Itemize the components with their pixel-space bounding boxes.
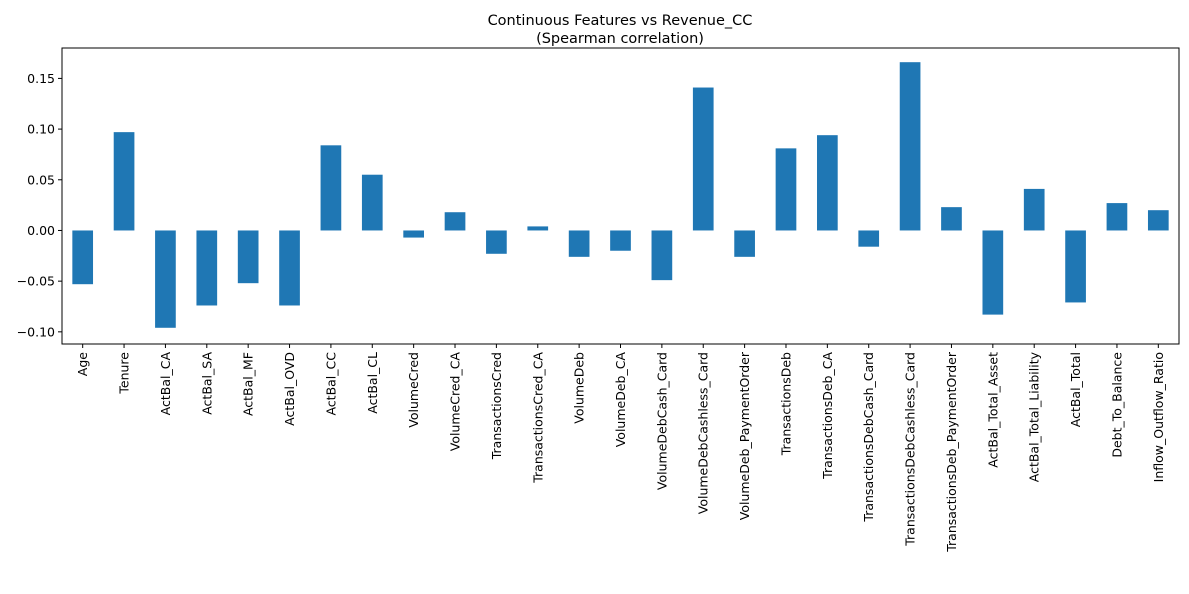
bar-age xyxy=(72,230,94,285)
x-tick-label: ActBal_Total xyxy=(1068,352,1083,427)
x-tick-label: VolumeDeb xyxy=(572,352,587,424)
bar-transactionsdebcash-card xyxy=(858,230,880,247)
bar-actbal-cc xyxy=(320,145,342,231)
x-tick-label: ActBal_CA xyxy=(158,352,173,416)
bar-transactionscred xyxy=(486,230,507,254)
x-tick-label: Debt_To_Balance xyxy=(1109,352,1124,458)
y-tick-label: 0.05 xyxy=(27,172,55,187)
x-tick-label: Tenure xyxy=(117,352,132,395)
x-tick-label: VolumeDebCashless_Card xyxy=(696,352,711,514)
x-tick-label: ActBal_OVD xyxy=(282,352,297,426)
bar-actbal-ca xyxy=(155,230,176,328)
bar-actbal-total-asset xyxy=(982,230,1004,315)
bar-volumecred-ca xyxy=(444,212,466,231)
bars xyxy=(72,62,1169,328)
x-tick-label: TransactionsDeb xyxy=(778,352,793,456)
y-tick-label: 0.15 xyxy=(27,71,55,86)
bar-transactionsdeb-ca xyxy=(817,135,838,231)
plot-frame xyxy=(61,47,1180,345)
bar-volumedeb-ca xyxy=(610,230,631,251)
bar-volumecred xyxy=(403,230,424,238)
bar-actbal-total xyxy=(1065,230,1086,303)
x-tick-label: TransactionsDebCashless_Card xyxy=(903,352,918,547)
y-tick-label: 0.00 xyxy=(27,223,55,238)
chart-title: Continuous Features vs Revenue_CC xyxy=(488,13,753,29)
bar-transactionsdeb-paymentorder xyxy=(941,207,962,231)
y-tick-label: 0.10 xyxy=(27,122,55,137)
bar-tenure xyxy=(113,132,135,231)
x-tick-label: VolumeDebCash_Card xyxy=(654,352,669,490)
chart-subtitle: (Spearman correlation) xyxy=(536,31,704,47)
x-tick-label: VolumeDeb_CA xyxy=(613,352,628,448)
x-axis: Age Tenure ActBal_CA ActBal_SA ActBal_MF ActB… xyxy=(75,344,1166,553)
bar-actbal-total-liability xyxy=(1023,188,1045,231)
x-tick-label: TransactionsDeb_PaymentOrder xyxy=(944,351,959,553)
bar-volumedeb-paymentorder xyxy=(734,230,755,257)
x-tick-label: ActBal_CL xyxy=(365,352,380,414)
bar-actbal-sa xyxy=(196,230,218,306)
x-tick-label: VolumeCred_CA xyxy=(448,352,463,452)
bar-volumedebcash-card xyxy=(651,230,673,281)
x-tick-label: TransactionsDebCash_Card xyxy=(861,352,876,523)
bar-volumedebcashless-card xyxy=(692,87,714,231)
bar-transactionsdeb xyxy=(775,148,797,231)
y-tick-label: −0.10 xyxy=(17,324,55,339)
x-tick-label: ActBal_Total_Liability xyxy=(1027,351,1042,482)
bar-transactionscred-ca xyxy=(527,226,549,231)
x-tick-label: TransactionsDeb_CA xyxy=(820,352,835,480)
x-tick-label: ActBal_CC xyxy=(323,352,338,416)
bar-transactionsdebcashless-card xyxy=(899,62,921,231)
x-tick-label: VolumeDeb_PaymentOrder xyxy=(737,351,752,520)
y-axis: −0.10 −0.05 0.00 0.05 0.10 0.15 xyxy=(17,71,62,339)
x-tick-label: TransactionsCred_CA xyxy=(530,352,545,484)
bar-actbal-ovd xyxy=(279,230,300,306)
bar-actbal-cl xyxy=(361,174,383,231)
x-tick-label: Inflow_Outflow_Ratio xyxy=(1151,352,1166,482)
x-tick-label: Age xyxy=(75,352,90,376)
bar-volumedeb xyxy=(568,230,590,257)
x-tick-label: ActBal_Total_Asset xyxy=(985,352,1000,468)
x-tick-label: ActBal_MF xyxy=(241,352,256,416)
x-tick-label: TransactionsCred xyxy=(489,352,504,460)
bar-actbal-mf xyxy=(237,230,259,284)
bar-inflow-outflow-ratio xyxy=(1147,210,1169,231)
bar-debt-to-balance xyxy=(1106,203,1128,231)
x-tick-label: ActBal_SA xyxy=(199,352,214,415)
x-tick-label: VolumeCred xyxy=(406,352,421,428)
y-tick-label: −0.05 xyxy=(17,274,55,289)
